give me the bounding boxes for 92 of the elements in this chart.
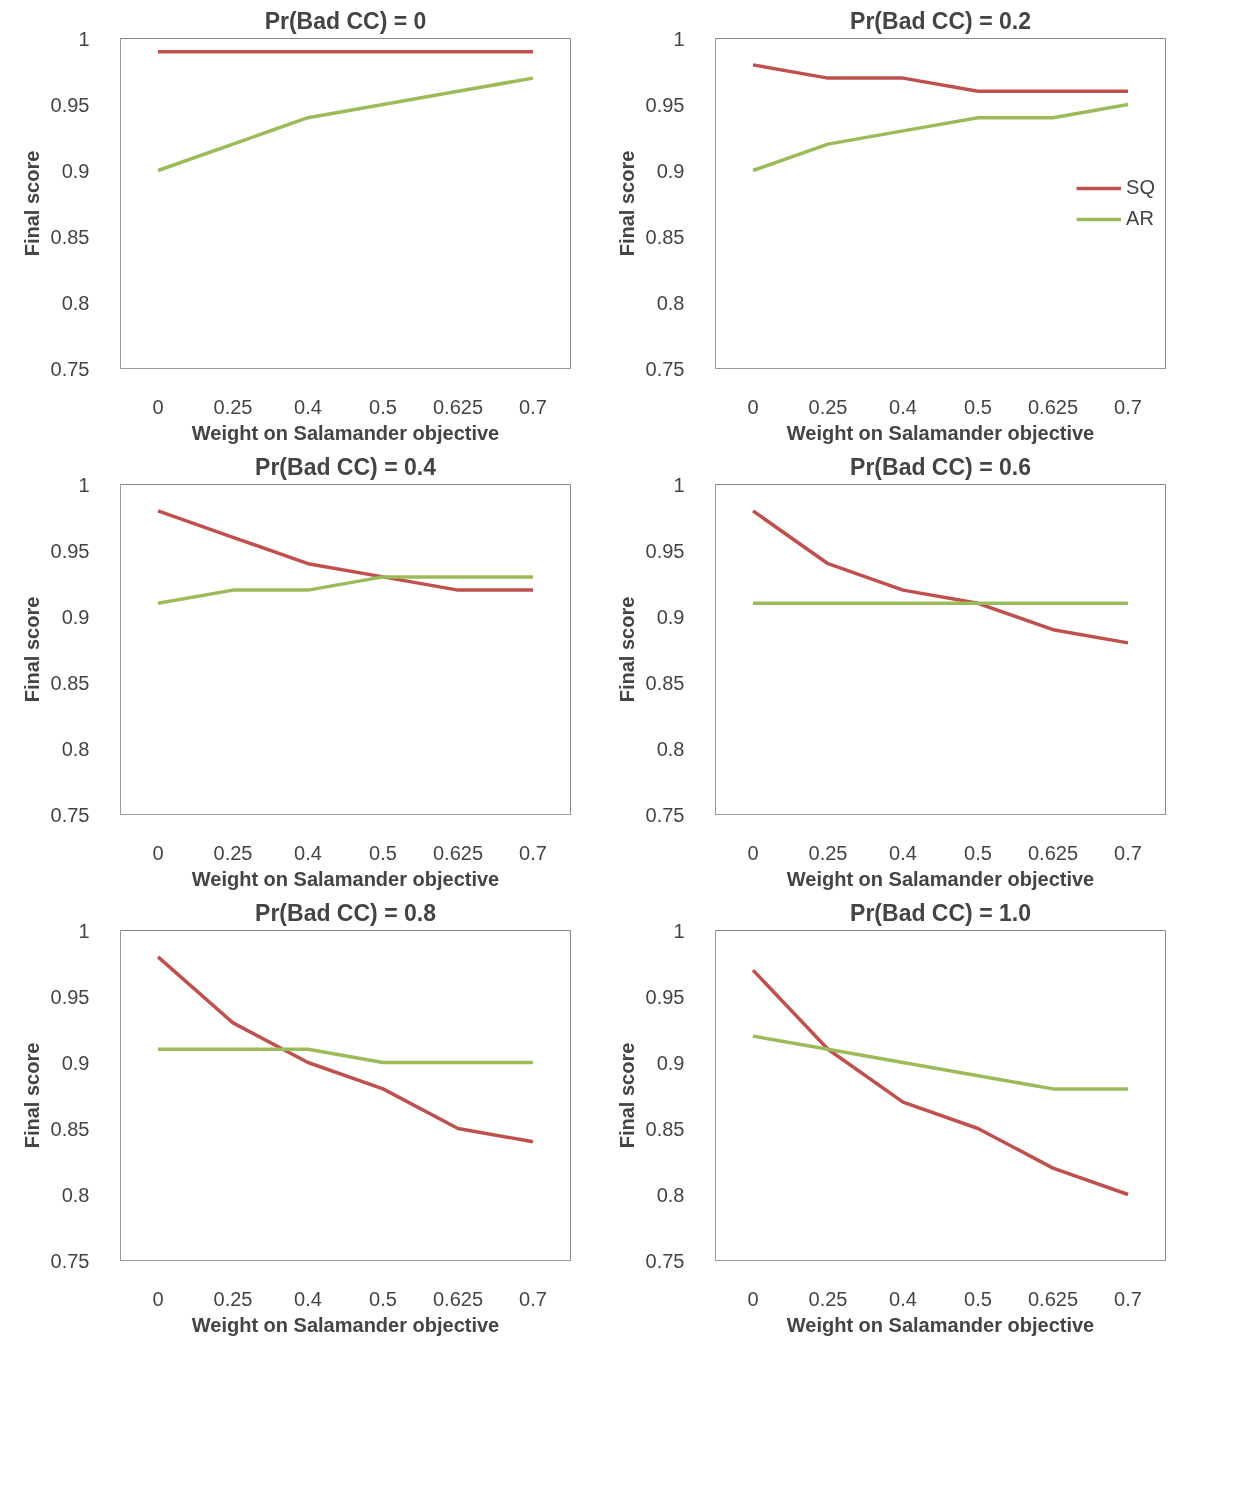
x-tick-label: 0.25 xyxy=(213,395,253,418)
y-tick-label: 0.75 xyxy=(50,803,90,826)
y-tick-label: 0.9 xyxy=(656,159,685,182)
y-axis-title: Final score xyxy=(20,596,43,703)
y-tick-label: 1 xyxy=(673,473,685,496)
x-tick-label: 0.5 xyxy=(964,1287,992,1310)
y-tick-label: 0.9 xyxy=(61,159,90,182)
x-axis-title: Weight on Salamander objective xyxy=(191,867,500,890)
x-tick-label: 0.4 xyxy=(889,1287,917,1310)
y-tick-label: 0.8 xyxy=(61,291,90,314)
x-tick-label: 0.7 xyxy=(519,841,547,864)
chart-title: Pr(Bad CC) = 0.2 xyxy=(850,7,1031,34)
x-tick-label: 0 xyxy=(152,395,164,418)
x-tick-label: 0 xyxy=(152,1287,164,1310)
y-tick-label: 0.95 xyxy=(50,539,90,562)
x-tick-label: 0.625 xyxy=(432,841,484,864)
y-tick-label: 0.8 xyxy=(656,291,685,314)
y-tick-label: 0.75 xyxy=(645,357,685,380)
chart-title: Pr(Bad CC) = 1.0 xyxy=(850,899,1031,926)
x-tick-label: 0 xyxy=(152,841,164,864)
y-tick-label: 0.9 xyxy=(61,1051,90,1074)
y-tick-label: 0.75 xyxy=(50,357,90,380)
y-tick-label: 0.9 xyxy=(656,605,685,628)
y-axis-title: Final score xyxy=(20,1042,43,1149)
y-tick-label: 0.8 xyxy=(61,1183,90,1206)
y-tick-label: 0.9 xyxy=(656,1051,685,1074)
x-tick-label: 0.5 xyxy=(964,395,992,418)
y-tick-label: 0.85 xyxy=(50,225,90,248)
x-axis-title: Weight on Salamander objective xyxy=(191,1313,500,1336)
x-axis-title: Weight on Salamander objective xyxy=(786,421,1095,444)
chart-title: Pr(Bad CC) = 0.8 xyxy=(255,899,437,926)
x-tick-label: 0 xyxy=(747,395,759,418)
y-tick-label: 0.95 xyxy=(50,93,90,116)
x-tick-label: 0.625 xyxy=(432,395,484,418)
legend-label: AR xyxy=(1126,207,1154,230)
x-tick-label: 0.4 xyxy=(294,1287,322,1310)
x-tick-label: 0.7 xyxy=(1114,841,1142,864)
y-tick-label: 1 xyxy=(78,919,90,942)
y-tick-label: 1 xyxy=(673,27,685,50)
x-tick-label: 0.625 xyxy=(1027,841,1079,864)
y-tick-label: 0.75 xyxy=(50,1249,90,1272)
y-axis-title: Final score xyxy=(615,150,638,257)
y-tick-label: 0.8 xyxy=(61,737,90,760)
x-axis-title: Weight on Salamander objective xyxy=(191,421,500,444)
x-tick-label: 0.4 xyxy=(889,841,917,864)
x-tick-label: 0.25 xyxy=(213,841,253,864)
x-tick-label: 0 xyxy=(747,841,759,864)
y-tick-label: 0.8 xyxy=(656,737,685,760)
y-tick-label: 0.9 xyxy=(61,605,90,628)
y-tick-label: 0.85 xyxy=(50,671,90,694)
x-tick-label: 0.5 xyxy=(369,1287,397,1310)
x-axis-title: Weight on Salamander objective xyxy=(786,1313,1095,1336)
x-tick-label: 0.625 xyxy=(1027,395,1079,418)
legend-label: SQ xyxy=(1126,176,1155,199)
y-tick-label: 1 xyxy=(78,473,90,496)
x-axis-title: Weight on Salamander objective xyxy=(786,867,1095,890)
x-tick-label: 0.625 xyxy=(1027,1287,1079,1310)
x-tick-label: 0.4 xyxy=(294,395,322,418)
x-tick-label: 0.5 xyxy=(369,841,397,864)
y-tick-label: 0.85 xyxy=(645,671,685,694)
y-tick-label: 0.85 xyxy=(645,1117,685,1140)
x-tick-label: 0 xyxy=(747,1287,759,1310)
y-tick-label: 0.95 xyxy=(645,985,685,1008)
y-tick-label: 0.75 xyxy=(645,803,685,826)
x-tick-label: 0.4 xyxy=(294,841,322,864)
y-axis-title: Final score xyxy=(615,596,638,703)
y-tick-label: 0.95 xyxy=(645,93,685,116)
chart-title: Pr(Bad CC) = 0 xyxy=(264,7,427,34)
x-tick-label: 0.25 xyxy=(808,841,848,864)
x-tick-label: 0.7 xyxy=(519,395,547,418)
y-tick-label: 0.75 xyxy=(645,1249,685,1272)
x-tick-label: 0.7 xyxy=(1114,395,1142,418)
y-tick-label: 1 xyxy=(673,919,685,942)
x-tick-label: 0.5 xyxy=(369,395,397,418)
x-tick-label: 0.25 xyxy=(213,1287,253,1310)
y-tick-label: 0.8 xyxy=(656,1183,685,1206)
chart-title: Pr(Bad CC) = 0.4 xyxy=(255,453,437,480)
x-tick-label: 0.25 xyxy=(808,1287,848,1310)
y-tick-label: 0.95 xyxy=(50,985,90,1008)
y-tick-label: 0.85 xyxy=(50,1117,90,1140)
y-axis-title: Final score xyxy=(615,1042,638,1149)
chart-title: Pr(Bad CC) = 0.6 xyxy=(850,453,1031,480)
y-tick-label: 0.95 xyxy=(645,539,685,562)
y-tick-label: 0.85 xyxy=(645,225,685,248)
x-tick-label: 0.25 xyxy=(808,395,848,418)
x-tick-label: 0.625 xyxy=(432,1287,484,1310)
y-axis-title: Final score xyxy=(20,150,43,257)
x-tick-label: 0.7 xyxy=(519,1287,547,1310)
x-tick-label: 0.5 xyxy=(964,841,992,864)
x-tick-label: 0.7 xyxy=(1114,1287,1142,1310)
y-tick-label: 1 xyxy=(78,27,90,50)
x-tick-label: 0.4 xyxy=(889,395,917,418)
